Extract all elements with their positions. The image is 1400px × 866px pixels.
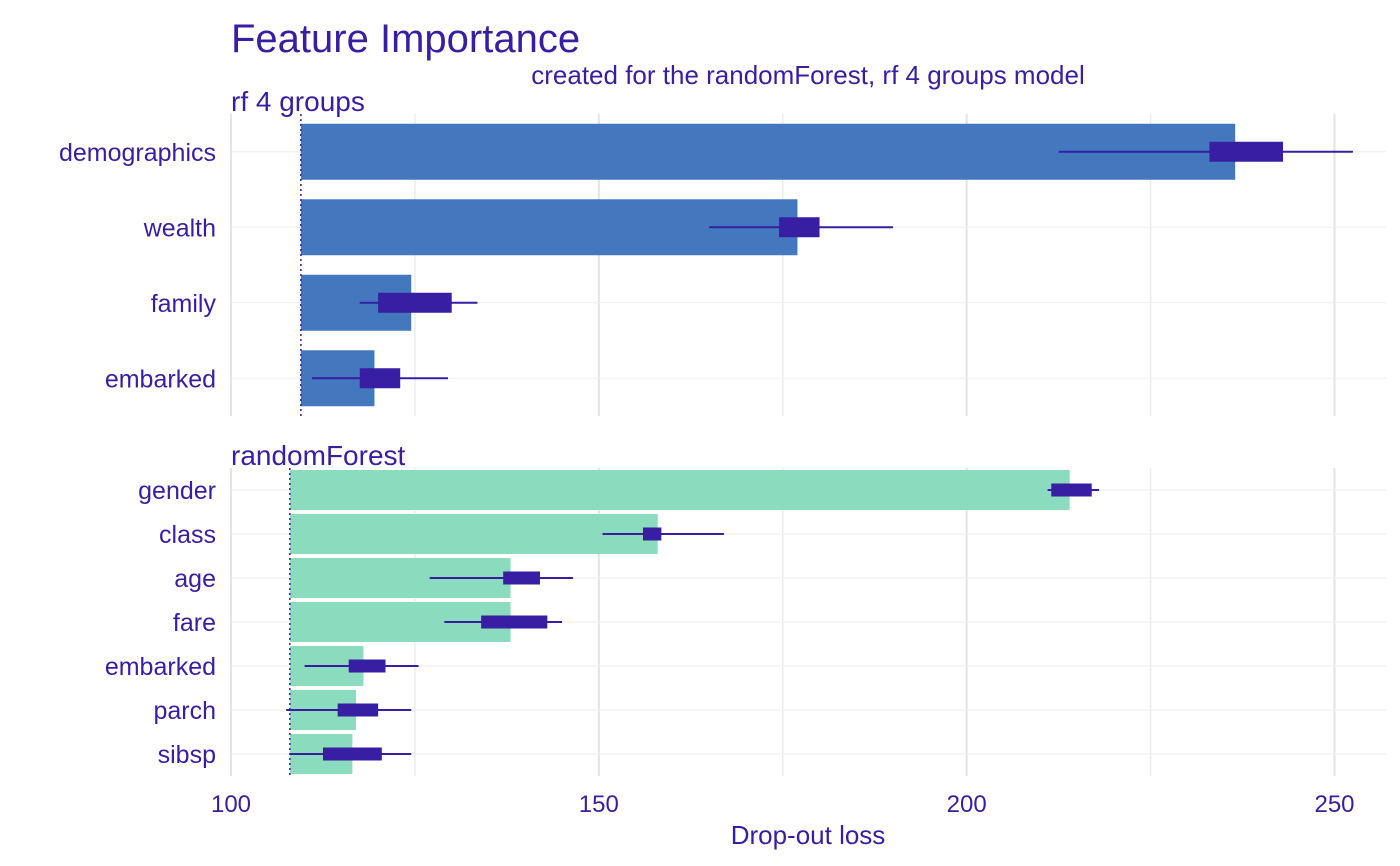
category-label: parch — [153, 697, 216, 725]
label-layer: rf 4 groups demographics wealth family embar… — [59, 86, 1355, 818]
category-label: embarked — [105, 653, 216, 681]
box-parch — [337, 703, 379, 717]
box-gender — [1051, 483, 1092, 497]
x-tick-label: 200 — [947, 791, 987, 818]
category-label: embarked — [105, 365, 216, 393]
x-tick-label: 150 — [579, 791, 619, 818]
bar-class — [289, 514, 658, 554]
x-axis-label: Drop-out loss — [731, 820, 886, 850]
x-tick-label: 250 — [1314, 791, 1354, 818]
box-sibsp — [322, 747, 382, 761]
category-label: sibsp — [158, 741, 216, 769]
category-label: class — [159, 521, 216, 549]
panel-title: randomForest — [231, 440, 406, 471]
category-label: fare — [173, 609, 216, 637]
category-label: age — [174, 565, 216, 593]
box-demographics — [1209, 141, 1284, 162]
bar-gender — [289, 470, 1070, 510]
category-label: demographics — [59, 139, 216, 167]
category-label: wealth — [143, 214, 216, 242]
box-embarked — [348, 659, 386, 673]
box-fare — [481, 615, 548, 629]
category-label: family — [151, 290, 217, 318]
chart-subtitle: created for the randomForest, rf 4 group… — [531, 60, 1085, 90]
box-wealth — [779, 217, 820, 238]
box-class — [642, 527, 662, 541]
box-family — [378, 292, 452, 313]
box-embarked — [359, 368, 401, 389]
chart-title: Feature Importance — [231, 17, 580, 61]
category-label: gender — [138, 477, 216, 505]
boxplot-layer — [286, 141, 1353, 761]
bar-layer — [289, 114, 1236, 776]
x-tick-label: 100 — [211, 791, 251, 818]
box-age — [503, 571, 540, 585]
panel-title: rf 4 groups — [231, 86, 365, 117]
